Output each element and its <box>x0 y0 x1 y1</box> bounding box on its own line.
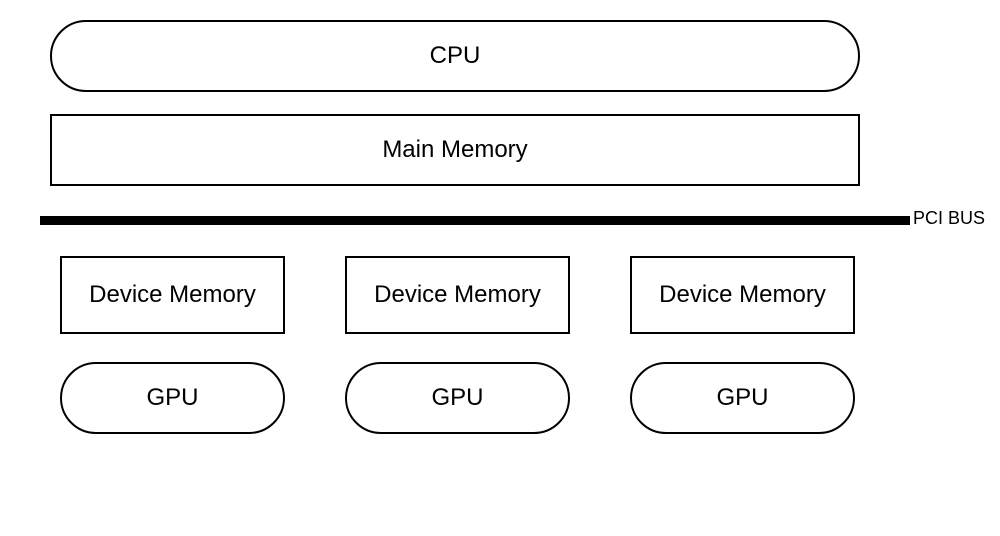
gpu-box-0: GPU <box>60 362 285 434</box>
cpu-label: CPU <box>430 42 481 70</box>
device-memory-box-2: Device Memory <box>630 256 855 334</box>
gpu-label: GPU <box>431 384 483 412</box>
gpu-box-1: GPU <box>345 362 570 434</box>
device-memories-row: Device Memory Device Memory Device Memor… <box>60 256 960 334</box>
gpu-label: GPU <box>716 384 768 412</box>
device-memory-box-0: Device Memory <box>60 256 285 334</box>
cpu-box: CPU <box>50 20 860 92</box>
device-memory-label: Device Memory <box>89 281 256 309</box>
pci-bus-label: PCI BUS <box>913 208 985 229</box>
gpus-row: GPU GPU GPU <box>60 362 960 434</box>
pci-bus-line <box>40 216 910 225</box>
main-memory-label: Main Memory <box>382 136 527 164</box>
device-memory-label: Device Memory <box>659 281 826 309</box>
pci-bus-container: PCI BUS <box>40 216 910 226</box>
gpu-label: GPU <box>146 384 198 412</box>
device-memory-label: Device Memory <box>374 281 541 309</box>
main-memory-box: Main Memory <box>50 114 860 186</box>
device-memory-box-1: Device Memory <box>345 256 570 334</box>
gpu-box-2: GPU <box>630 362 855 434</box>
